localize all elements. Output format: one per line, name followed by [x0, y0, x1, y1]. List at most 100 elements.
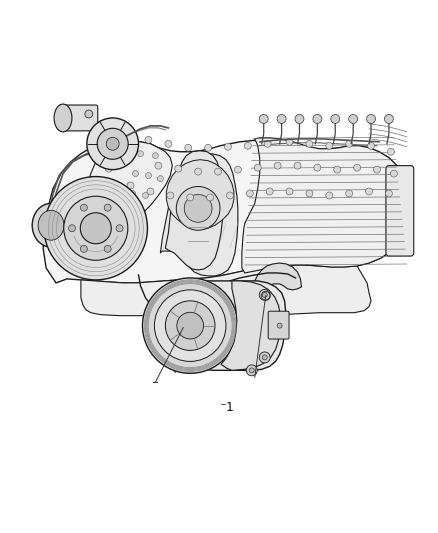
Circle shape [277, 115, 286, 124]
Circle shape [133, 171, 138, 176]
Circle shape [367, 142, 374, 149]
Circle shape [249, 368, 254, 373]
Circle shape [286, 139, 293, 146]
Circle shape [205, 144, 212, 151]
Polygon shape [255, 263, 301, 290]
Polygon shape [221, 281, 281, 370]
Circle shape [104, 245, 111, 252]
Circle shape [331, 115, 340, 124]
Circle shape [314, 164, 321, 171]
Circle shape [286, 188, 293, 195]
Circle shape [295, 115, 304, 124]
Circle shape [68, 225, 75, 232]
Circle shape [326, 142, 333, 149]
Circle shape [185, 144, 192, 151]
Circle shape [155, 290, 226, 361]
Ellipse shape [32, 204, 70, 247]
Circle shape [142, 192, 148, 198]
Circle shape [44, 176, 148, 280]
Circle shape [254, 164, 261, 171]
Circle shape [102, 252, 109, 259]
Circle shape [127, 182, 134, 189]
Circle shape [313, 115, 322, 124]
Circle shape [157, 175, 163, 182]
Circle shape [184, 195, 212, 222]
Text: 1: 1 [226, 401, 234, 414]
Circle shape [246, 365, 257, 376]
Circle shape [374, 166, 381, 173]
Circle shape [165, 140, 172, 147]
Circle shape [64, 196, 128, 260]
Circle shape [264, 140, 271, 147]
Circle shape [246, 190, 253, 197]
Circle shape [85, 110, 93, 118]
Circle shape [226, 192, 233, 199]
FancyBboxPatch shape [268, 311, 289, 339]
Circle shape [102, 182, 109, 189]
Circle shape [385, 115, 393, 124]
Circle shape [346, 140, 353, 147]
Circle shape [152, 153, 159, 159]
Polygon shape [43, 140, 409, 283]
Polygon shape [166, 160, 234, 229]
Circle shape [123, 153, 129, 159]
Circle shape [274, 320, 285, 331]
Circle shape [80, 213, 111, 244]
Ellipse shape [38, 211, 64, 240]
Circle shape [366, 188, 373, 195]
Circle shape [99, 218, 106, 225]
Circle shape [100, 235, 107, 241]
Circle shape [262, 355, 267, 360]
Circle shape [176, 187, 220, 230]
Circle shape [266, 188, 273, 195]
Circle shape [142, 278, 238, 373]
Circle shape [334, 166, 341, 173]
Circle shape [167, 192, 174, 199]
Circle shape [326, 192, 333, 199]
Polygon shape [81, 140, 172, 225]
Circle shape [259, 115, 268, 124]
Circle shape [147, 188, 154, 195]
FancyBboxPatch shape [59, 105, 98, 131]
Polygon shape [242, 138, 409, 273]
Circle shape [175, 165, 182, 172]
Circle shape [259, 352, 270, 363]
Circle shape [234, 166, 241, 173]
Circle shape [294, 162, 301, 169]
Circle shape [145, 173, 152, 179]
Circle shape [138, 151, 144, 157]
Polygon shape [170, 281, 286, 370]
Circle shape [277, 323, 282, 328]
Circle shape [306, 140, 313, 147]
Circle shape [385, 190, 392, 197]
Circle shape [155, 162, 162, 169]
Circle shape [346, 190, 353, 197]
Circle shape [116, 225, 123, 232]
Polygon shape [160, 154, 238, 276]
Circle shape [244, 142, 251, 149]
Circle shape [81, 204, 87, 211]
Circle shape [97, 128, 128, 159]
Circle shape [259, 289, 270, 300]
Circle shape [388, 148, 394, 155]
Circle shape [353, 164, 360, 171]
Polygon shape [81, 265, 371, 317]
Circle shape [106, 138, 119, 150]
Circle shape [207, 194, 214, 201]
Circle shape [306, 190, 313, 197]
Circle shape [177, 312, 204, 339]
Circle shape [100, 200, 107, 207]
Circle shape [367, 115, 375, 124]
Circle shape [215, 168, 222, 175]
Circle shape [390, 170, 397, 177]
Circle shape [194, 168, 201, 175]
Circle shape [130, 190, 135, 197]
Ellipse shape [54, 104, 72, 132]
Circle shape [105, 165, 112, 172]
Circle shape [81, 245, 87, 252]
FancyBboxPatch shape [386, 166, 414, 256]
Circle shape [274, 162, 281, 169]
Circle shape [224, 143, 231, 150]
Circle shape [262, 292, 267, 297]
Polygon shape [165, 151, 223, 270]
